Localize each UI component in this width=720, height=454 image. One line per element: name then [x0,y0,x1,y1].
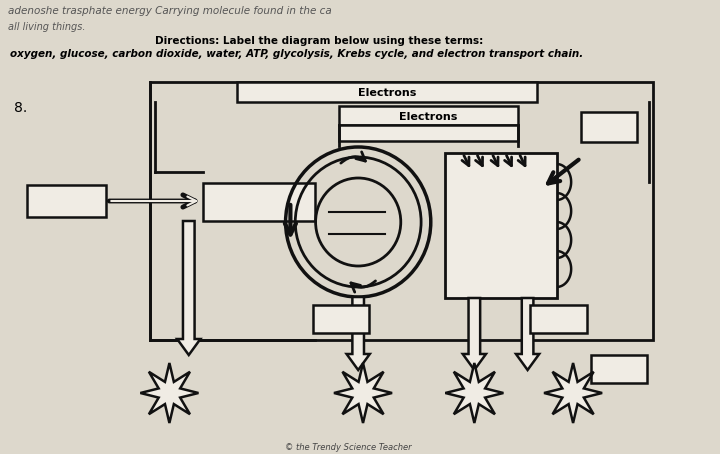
Bar [445,153,557,298]
Bar [590,355,647,383]
Text: Directions: Label the diagram below using these terms:: Directions: Label the diagram below usin… [155,36,483,46]
Polygon shape [140,363,199,423]
Polygon shape [544,363,602,423]
Polygon shape [516,298,539,370]
Polygon shape [346,297,370,370]
Text: Electrons: Electrons [399,112,457,122]
Bar [531,305,587,333]
Bar [312,305,369,333]
Bar [339,106,518,125]
Text: all living things.: all living things. [8,22,85,32]
Bar [203,183,315,221]
Bar [339,125,518,141]
Text: adenoshe trasphate energy Carrying molecule found in the ca: adenoshe trasphate energy Carrying molec… [8,6,331,16]
Text: oxygen, glucose, carbon dioxide, water, ATP, glycolysis, Krebs cycle, and electr: oxygen, glucose, carbon dioxide, water, … [9,49,583,59]
Polygon shape [463,298,486,370]
Polygon shape [177,221,200,355]
Bar [150,82,654,340]
Bar [27,185,107,217]
Text: © the Trendy Science Teacher: © the Trendy Science Teacher [285,443,412,451]
Bar [237,82,537,102]
Text: 8.: 8. [14,101,27,115]
Text: Electrons: Electrons [358,88,416,98]
Bar [581,112,637,142]
Polygon shape [445,363,503,423]
Polygon shape [334,363,392,423]
